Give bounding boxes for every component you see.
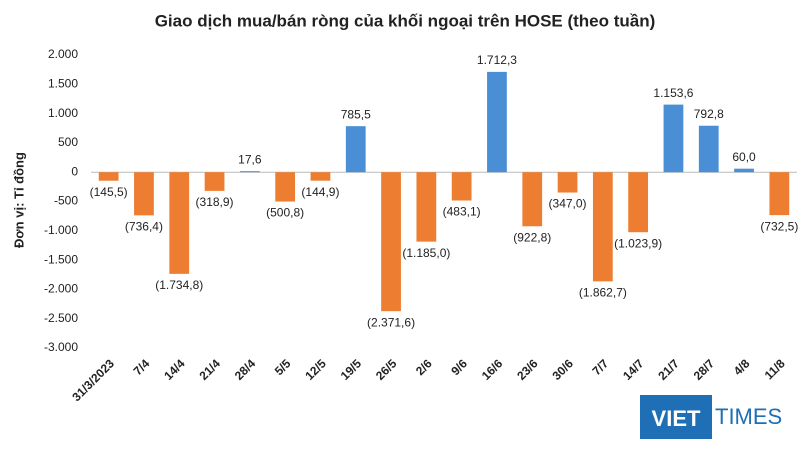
bar	[522, 172, 543, 227]
data-label: (922,8)	[513, 230, 551, 244]
bar	[381, 172, 401, 312]
data-label: 1.712,3	[477, 53, 517, 67]
y-tick-label: -2.000	[44, 282, 78, 296]
bar	[451, 172, 472, 201]
logo-right: TIMES	[715, 404, 782, 429]
y-tick-label: -2.500	[44, 311, 78, 325]
data-label: (347,0)	[549, 197, 587, 211]
data-label: (1.023,9)	[614, 236, 662, 250]
bar	[592, 172, 613, 282]
y-tick-label: -1.000	[44, 223, 78, 237]
bar	[204, 172, 225, 191]
chart-title: Giao dịch mua/bán ròng của khối ngoại tr…	[155, 11, 656, 30]
bar	[98, 172, 119, 181]
data-label: (1.862,7)	[579, 286, 627, 300]
data-label: (144,9)	[301, 185, 339, 199]
bar	[310, 172, 331, 181]
y-tick-label: 2.000	[48, 47, 78, 61]
bar	[134, 172, 154, 216]
bar	[698, 125, 719, 173]
logo: VIET TIMES	[640, 395, 782, 439]
y-tick-label: -1.500	[44, 252, 78, 266]
data-label: (1.185,0)	[402, 246, 450, 260]
bar	[557, 172, 578, 193]
bar	[416, 172, 437, 242]
data-label: (145,5)	[90, 185, 128, 199]
y-tick-label: 1.500	[48, 76, 78, 90]
y-tick-label: -3.000	[44, 340, 78, 354]
y-axis-label: Đơn vị: Tỉ đồng	[11, 152, 26, 248]
bar	[769, 172, 790, 216]
logo-left: VIET	[652, 406, 701, 431]
y-tick-label: 0	[71, 164, 78, 178]
data-label: 785,5	[341, 107, 371, 121]
data-label: (736,4)	[125, 220, 163, 234]
bar	[487, 71, 507, 173]
bar	[734, 168, 754, 173]
data-label: (732,5)	[760, 219, 798, 233]
y-tick-label: 500	[58, 135, 78, 149]
data-label: 60,0	[732, 150, 756, 164]
data-label: (1.734,8)	[155, 278, 203, 292]
data-label: (318,9)	[196, 195, 234, 209]
bar	[628, 172, 649, 233]
bar	[663, 104, 684, 173]
bar	[345, 126, 366, 173]
bar	[239, 171, 260, 173]
data-label: 17,6	[238, 152, 262, 166]
bar	[275, 172, 296, 202]
data-label: (500,8)	[266, 206, 304, 220]
data-label: 792,8	[694, 107, 724, 121]
y-tick-label: 1.000	[48, 106, 78, 120]
y-tick-label: -500	[54, 194, 78, 208]
data-label: (2.371,6)	[367, 315, 415, 329]
logo-box	[640, 395, 712, 439]
data-label: 1.153,6	[653, 86, 693, 100]
bar	[169, 172, 190, 274]
data-label: (483,1)	[443, 205, 481, 219]
